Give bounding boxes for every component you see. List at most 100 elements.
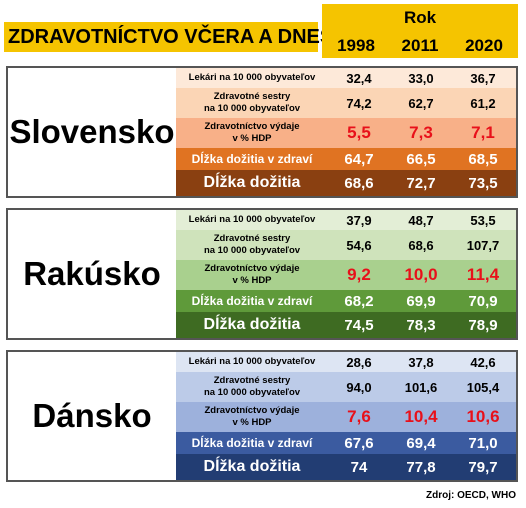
row-values: 67,6 69,4 71,0 <box>328 435 516 452</box>
value-2011: 69,4 <box>406 434 436 452</box>
row-label-line: Dĺžka dožitia v zdraví <box>191 151 313 166</box>
row-label: Lekári na 10 000 obyvateľov <box>176 356 328 368</box>
year-header: Rok 1998 2011 2020 <box>322 4 518 58</box>
row-label: Zdravotníctvo výdaje v % HDP <box>176 405 328 429</box>
value-1998: 67,6 <box>344 434 374 452</box>
row-label-line: Zdravotníctvo výdaje <box>204 121 300 133</box>
row-label: Zdravotné sestry na 10 000 obyvateľov <box>176 233 328 257</box>
row-spending: Zdravotníctvo výdaje v % HDP 9,2 10,0 11,4 <box>176 260 516 290</box>
row-label-line: Lekári na 10 000 obyvateľov <box>188 356 316 368</box>
value-2011: 62,7 <box>408 95 434 111</box>
country-name: Dánsko <box>32 397 152 434</box>
row-healthy-life: Dĺžka dožitia v zdraví 64,7 66,5 68,5 <box>176 148 516 170</box>
row-label: Dĺžka dožitia v zdraví <box>176 152 328 167</box>
row-spending: Zdravotníctvo výdaje v % HDP 7,6 10,4 10,6 <box>176 402 516 432</box>
row-label-line: Lekári na 10 000 obyvateľov <box>188 72 316 84</box>
value-2011: 7,3 <box>409 123 433 142</box>
year-2020: 2020 <box>465 36 503 55</box>
row-values: 5,5 7,3 7,1 <box>328 123 516 143</box>
row-values: 28,6 37,8 42,6 <box>328 355 516 370</box>
section-rakúsko: Rakúsko Lekári na 10 000 obyvateľov 37,9 48… <box>6 208 518 340</box>
row-label: Lekári na 10 000 obyvateľov <box>176 214 328 226</box>
indicator-rows: Lekári na 10 000 obyvateľov 28,6 37,8 42,6 Z… <box>176 352 516 480</box>
value-1998: 74 <box>350 458 368 476</box>
row-values: 68,6 72,7 73,5 <box>328 175 516 192</box>
row-label-line: Zdravotníctvo výdaje <box>204 263 300 275</box>
section-dánsko: Dánsko Lekári na 10 000 obyvateľov 28,6 37,… <box>6 350 518 482</box>
row-label-line: Dĺžka dožitia v zdraví <box>191 293 313 308</box>
value-2020: 73,5 <box>468 174 498 192</box>
row-label-line: Dĺžka dožitia <box>203 316 301 333</box>
value-2020: 68,5 <box>468 150 498 168</box>
value-2020: 71,0 <box>468 434 498 452</box>
country-name: Slovensko <box>9 113 175 150</box>
row-label: Dĺžka dožitia <box>176 173 328 193</box>
value-2011: 10,4 <box>404 407 438 426</box>
value-2011: 33,0 <box>408 70 434 86</box>
row-healthy-life: Dĺžka dožitia v zdraví 67,6 69,4 71,0 <box>176 432 516 454</box>
value-2011: 66,5 <box>406 150 436 168</box>
row-values: 37,9 48,7 53,5 <box>328 213 516 228</box>
value-1998: 37,9 <box>346 212 372 228</box>
value-2020: 107,7 <box>466 237 500 253</box>
value-1998: 74,5 <box>344 316 374 334</box>
indicator-rows: Lekári na 10 000 obyvateľov 32,4 33,0 36,7 Z… <box>176 68 516 196</box>
year-2011: 2011 <box>401 36 439 55</box>
value-2020: 79,7 <box>468 458 498 476</box>
row-label-line: Dĺžka dožitia <box>203 174 301 191</box>
row-life: Dĺžka dožitia 74,5 78,3 78,9 <box>176 312 516 338</box>
row-label-line: Zdravotné sestry <box>213 233 291 245</box>
row-label-line: Lekári na 10 000 obyvateľov <box>188 214 316 226</box>
value-2020: 36,7 <box>470 70 496 86</box>
value-2020: 10,6 <box>466 407 500 426</box>
row-label: Dĺžka dožitia v zdraví <box>176 436 328 451</box>
row-label: Lekári na 10 000 obyvateľov <box>176 72 328 84</box>
row-values: 7,6 10,4 10,6 <box>328 407 516 427</box>
row-label-line: na 10 000 obyvateľov <box>203 387 301 398</box>
value-1998: 68,6 <box>344 174 374 192</box>
row-doctors: Lekári na 10 000 obyvateľov 28,6 37,8 42,6 <box>176 352 516 372</box>
row-label: Dĺžka dožitia <box>176 457 328 477</box>
row-life: Dĺžka dožitia 74 77,8 79,7 <box>176 454 516 480</box>
value-1998: 64,7 <box>344 150 374 168</box>
row-values: 9,2 10,0 11,4 <box>328 265 516 285</box>
year-header-label: Rok <box>403 8 437 27</box>
value-1998: 68,2 <box>344 292 374 310</box>
value-1998: 32,4 <box>346 70 372 86</box>
value-1998: 9,2 <box>347 265 371 284</box>
row-values: 74 77,8 79,7 <box>328 459 516 476</box>
row-label: Zdravotné sestry na 10 000 obyvateľov <box>176 375 328 399</box>
country-name: Rakúsko <box>23 255 161 292</box>
value-2011: 37,8 <box>408 354 434 370</box>
row-label: Zdravotníctvo výdaje v % HDP <box>176 263 328 287</box>
value-2020: 105,4 <box>466 379 500 395</box>
row-nurses: Zdravotné sestry na 10 000 obyvateľov 54,6… <box>176 230 516 260</box>
value-2011: 69,9 <box>406 292 436 310</box>
row-label-line: Dĺžka dožitia v zdraví <box>191 435 313 450</box>
row-label-line: Zdravotné sestry <box>213 375 291 387</box>
row-spending: Zdravotníctvo výdaje v % HDP 5,5 7,3 7,1 <box>176 118 516 148</box>
value-2011: 10,0 <box>404 265 438 284</box>
row-values: 32,4 33,0 36,7 <box>328 71 516 86</box>
row-life: Dĺžka dožitia 68,6 72,7 73,5 <box>176 170 516 196</box>
row-label-line: Dĺžka dožitia <box>203 458 301 475</box>
value-2011: 72,7 <box>406 174 436 192</box>
row-label-line: v % HDP <box>232 417 272 428</box>
value-1998: 94,0 <box>346 379 372 395</box>
value-2011: 68,6 <box>408 237 434 253</box>
row-label: Dĺžka dožitia <box>176 315 328 335</box>
row-label-line: na 10 000 obyvateľov <box>203 103 301 114</box>
value-1998: 54,6 <box>346 237 372 253</box>
page-title: ZDRAVOTNÍCTVO VČERA A DNES <box>8 25 334 48</box>
value-2011: 77,8 <box>406 458 436 476</box>
header: ZDRAVOTNÍCTVO VČERA A DNES Rok 1998 2011… <box>0 0 526 58</box>
value-2011: 48,7 <box>408 212 434 228</box>
row-doctors: Lekári na 10 000 obyvateľov 32,4 33,0 36,7 <box>176 68 516 88</box>
row-label-line: Zdravotné sestry <box>213 91 291 103</box>
row-label-line: na 10 000 obyvateľov <box>203 245 301 256</box>
row-nurses: Zdravotné sestry na 10 000 obyvateľov 74,2… <box>176 88 516 118</box>
value-2020: 7,1 <box>471 123 495 142</box>
row-label: Zdravotníctvo výdaje v % HDP <box>176 121 328 145</box>
row-doctors: Lekári na 10 000 obyvateľov 37,9 48,7 53,5 <box>176 210 516 230</box>
row-values: 74,5 78,3 78,9 <box>328 317 516 334</box>
